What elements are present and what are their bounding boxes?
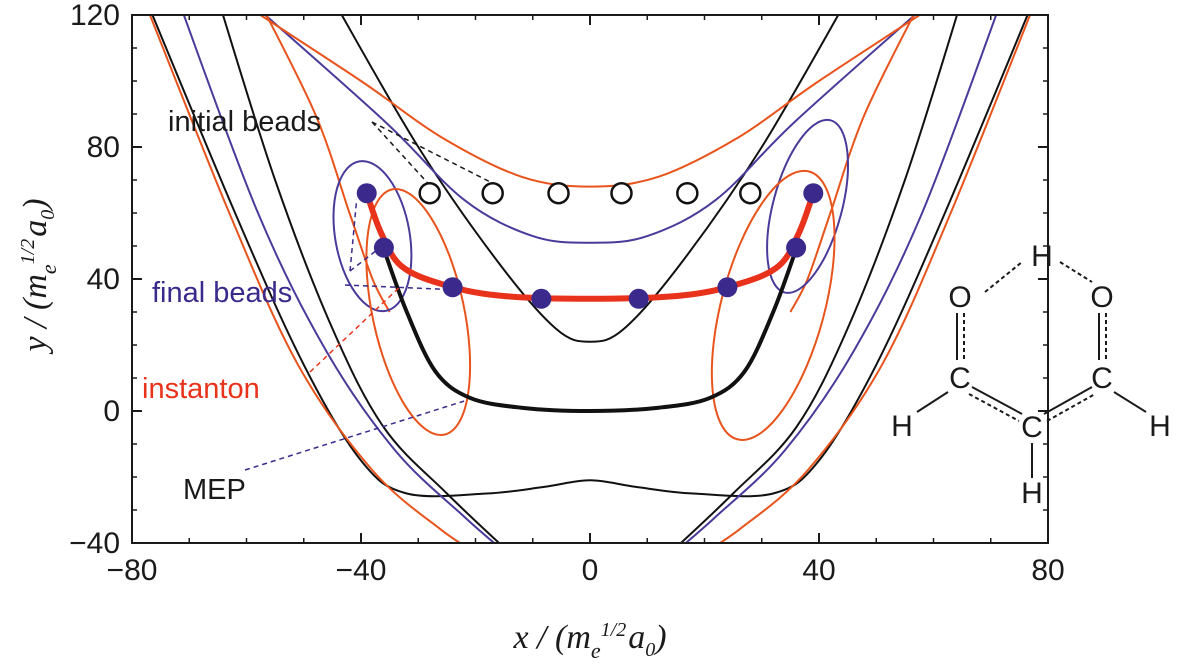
annotation-instanton: instanton — [142, 373, 260, 405]
contour-line-purple — [182, 15, 496, 543]
initial-bead — [676, 181, 699, 205]
atom-o-left: O — [948, 281, 971, 314]
initial-bead — [610, 181, 633, 205]
x-tick-label: −80 — [107, 554, 158, 587]
contour-loop-purple — [766, 118, 849, 294]
atom-o-right: O — [1090, 281, 1113, 314]
leader-initial-beads — [371, 121, 431, 186]
leader-instanton — [309, 285, 402, 373]
atom-c-right: C — [1091, 362, 1113, 395]
atom-h-top: H — [1031, 240, 1053, 273]
final-bead — [442, 277, 463, 298]
final-bead — [356, 183, 377, 204]
leader-final-beads — [344, 284, 443, 290]
bond-c-c-right-b — [1046, 393, 1096, 422]
y-tick-label: 40 — [87, 263, 120, 296]
bond-h-o-right — [1059, 261, 1093, 283]
annotation-initial-beads: initial beads — [168, 106, 321, 138]
contour-loop-purple — [332, 160, 413, 313]
final-bead — [786, 237, 807, 258]
beads-layer — [356, 181, 824, 309]
x-tick-label: 0 — [582, 554, 599, 587]
contour-line-black — [151, 15, 1029, 498]
leader-initial-beads — [371, 121, 494, 184]
final-bead — [803, 183, 824, 204]
y-axis-title: y / (me1/2a0) — [17, 198, 61, 354]
initial-bead — [739, 181, 762, 205]
bond-c-c-right-a — [1043, 386, 1093, 415]
contour-loop-orange — [365, 187, 472, 437]
bond-c-h-right — [1113, 391, 1147, 413]
initial-bead — [418, 181, 441, 205]
y-tick-label: 0 — [103, 395, 120, 428]
annotation-leaders — [244, 121, 494, 471]
final-bead — [717, 277, 738, 298]
mep-path — [382, 248, 798, 414]
contour-line-orange — [265, 15, 391, 313]
atom-h-bottom: H — [1021, 477, 1043, 510]
atom-h-right: H — [1149, 410, 1171, 443]
bond-c-h-left — [916, 391, 949, 413]
paths-layer — [363, 190, 817, 414]
contour-line-black — [221, 15, 501, 543]
y-tick-label: 80 — [87, 131, 120, 164]
bond-o-h-left — [984, 261, 1023, 293]
contour-lines — [148, 15, 1032, 543]
bond-c-c-left-b — [968, 393, 1020, 422]
leader-final-beads — [349, 251, 376, 272]
contour-line-orange — [789, 15, 915, 313]
x-tick-label: 40 — [802, 554, 835, 587]
atom-h-left: H — [891, 410, 913, 443]
bond-c-c-left-a — [971, 386, 1023, 415]
contour-line-orange — [258, 15, 922, 188]
annotation-final-beads: final beads — [152, 277, 292, 309]
contour-line-black — [340, 15, 840, 343]
x-axis-title: x / (me1/2a0) — [512, 619, 666, 663]
contour-line-purple — [684, 15, 998, 543]
annotation-mep: MEP — [183, 474, 246, 506]
contour-line-black — [679, 15, 959, 543]
contour-line-purple — [263, 15, 917, 244]
contour-line-orange — [148, 15, 462, 543]
final-bead — [531, 288, 552, 309]
final-bead — [628, 288, 649, 309]
atom-c-left: C — [949, 362, 971, 395]
leader-mep — [244, 400, 465, 471]
atom-c-center: C — [1021, 411, 1043, 444]
x-tick-label: −40 — [336, 554, 387, 587]
contour-line-orange — [718, 15, 1032, 543]
x-tick-label: 80 — [1031, 554, 1064, 587]
initial-bead — [547, 181, 570, 205]
final-bead — [373, 237, 394, 258]
initial-bead — [481, 181, 504, 205]
molecule-diagram: H O O C C H C H H — [891, 240, 1171, 510]
instanton-path — [363, 190, 817, 302]
y-tick-label: 120 — [70, 0, 120, 32]
y-tick-label: −40 — [69, 527, 120, 560]
leader-final-beads — [349, 199, 358, 272]
